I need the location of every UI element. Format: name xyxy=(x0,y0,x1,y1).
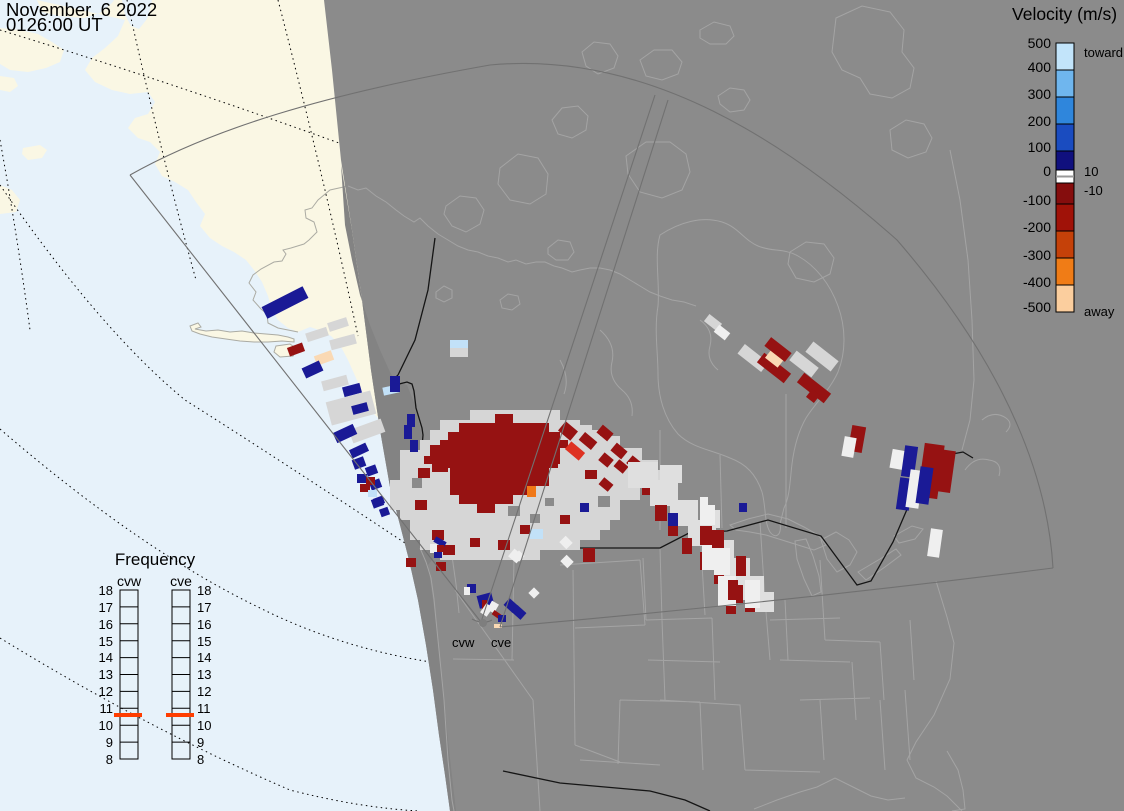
svg-text:-400: -400 xyxy=(1023,274,1051,290)
svg-text:18: 18 xyxy=(197,583,211,598)
svg-text:500: 500 xyxy=(1028,35,1052,51)
svg-text:November, 6 2022: November, 6 2022 xyxy=(6,0,157,20)
svg-text:11: 11 xyxy=(197,701,211,716)
svg-text:16: 16 xyxy=(99,617,113,632)
svg-text:300: 300 xyxy=(1028,86,1052,102)
svg-text:cvw: cvw xyxy=(452,635,475,650)
svg-text:10: 10 xyxy=(99,718,113,733)
svg-text:-10: -10 xyxy=(1084,183,1103,198)
svg-text:13: 13 xyxy=(99,667,113,682)
svg-text:toward: toward xyxy=(1084,45,1123,60)
svg-text:13: 13 xyxy=(197,667,211,682)
svg-text:15: 15 xyxy=(99,634,113,649)
svg-text:17: 17 xyxy=(197,600,211,615)
svg-text:9: 9 xyxy=(197,735,204,750)
svg-text:8: 8 xyxy=(197,752,204,767)
svg-text:Frequency: Frequency xyxy=(115,550,196,569)
svg-text:-100: -100 xyxy=(1023,192,1051,208)
svg-text:-500: -500 xyxy=(1023,299,1051,315)
svg-text:0: 0 xyxy=(1043,163,1051,179)
svg-text:100: 100 xyxy=(1028,139,1052,155)
svg-text:200: 200 xyxy=(1028,113,1052,129)
svg-text:14: 14 xyxy=(197,650,211,665)
svg-text:18: 18 xyxy=(99,583,113,598)
svg-text:away: away xyxy=(1084,304,1115,319)
svg-text:15: 15 xyxy=(197,634,211,649)
svg-text:17: 17 xyxy=(99,600,113,615)
svg-text:Velocity (m/s): Velocity (m/s) xyxy=(1012,4,1117,24)
svg-text:cve: cve xyxy=(170,573,192,589)
svg-text:10: 10 xyxy=(1084,164,1098,179)
svg-text:cvw: cvw xyxy=(117,573,142,589)
svg-text:14: 14 xyxy=(99,650,113,665)
svg-text:16: 16 xyxy=(197,617,211,632)
svg-text:cve: cve xyxy=(491,635,511,650)
svg-text:-300: -300 xyxy=(1023,247,1051,263)
svg-text:8: 8 xyxy=(106,752,113,767)
svg-text:0126:00 UT: 0126:00 UT xyxy=(6,14,103,35)
svg-text:11: 11 xyxy=(100,701,114,716)
svg-text:9: 9 xyxy=(106,735,113,750)
svg-text:12: 12 xyxy=(99,684,113,699)
svg-text:12: 12 xyxy=(197,684,211,699)
svg-text:-200: -200 xyxy=(1023,219,1051,235)
svg-text:400: 400 xyxy=(1028,59,1052,75)
svg-text:10: 10 xyxy=(197,718,211,733)
